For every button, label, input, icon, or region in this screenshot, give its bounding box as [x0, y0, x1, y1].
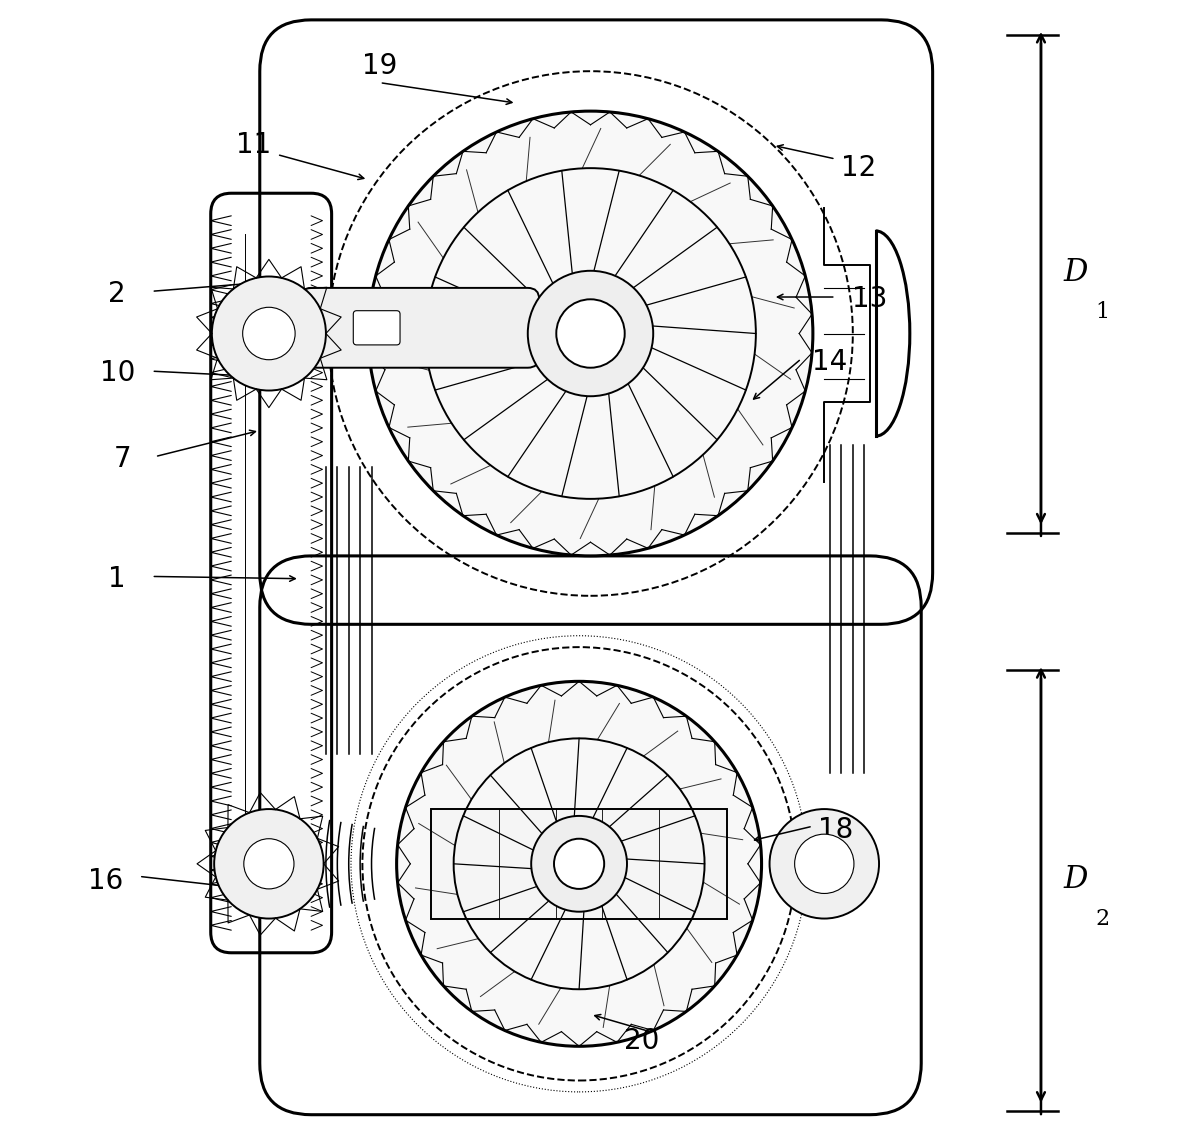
Text: D: D — [1064, 864, 1088, 895]
Text: 10: 10 — [99, 360, 135, 387]
Text: 2: 2 — [1096, 908, 1110, 931]
Circle shape — [243, 839, 294, 889]
Text: 19: 19 — [361, 52, 397, 79]
Circle shape — [214, 809, 324, 919]
Text: 14: 14 — [813, 348, 848, 376]
Text: 18: 18 — [818, 816, 854, 843]
Circle shape — [795, 834, 854, 894]
Circle shape — [242, 307, 295, 360]
Text: 20: 20 — [624, 1027, 659, 1054]
Text: D: D — [1064, 257, 1088, 288]
Circle shape — [211, 276, 326, 391]
Text: 13: 13 — [853, 285, 888, 313]
FancyBboxPatch shape — [300, 288, 540, 368]
Text: 16: 16 — [89, 866, 124, 895]
Circle shape — [528, 270, 653, 397]
Circle shape — [368, 111, 813, 556]
Circle shape — [531, 816, 627, 912]
Text: 2: 2 — [109, 280, 126, 307]
Circle shape — [770, 809, 879, 919]
Circle shape — [397, 682, 762, 1046]
Text: 12: 12 — [841, 155, 876, 182]
Text: 7: 7 — [115, 445, 132, 473]
Text: 1: 1 — [109, 565, 126, 592]
Circle shape — [554, 839, 605, 889]
FancyBboxPatch shape — [353, 311, 400, 345]
FancyBboxPatch shape — [431, 809, 727, 919]
Circle shape — [556, 299, 625, 368]
Text: 1: 1 — [1096, 301, 1110, 323]
Text: 11: 11 — [236, 132, 272, 159]
